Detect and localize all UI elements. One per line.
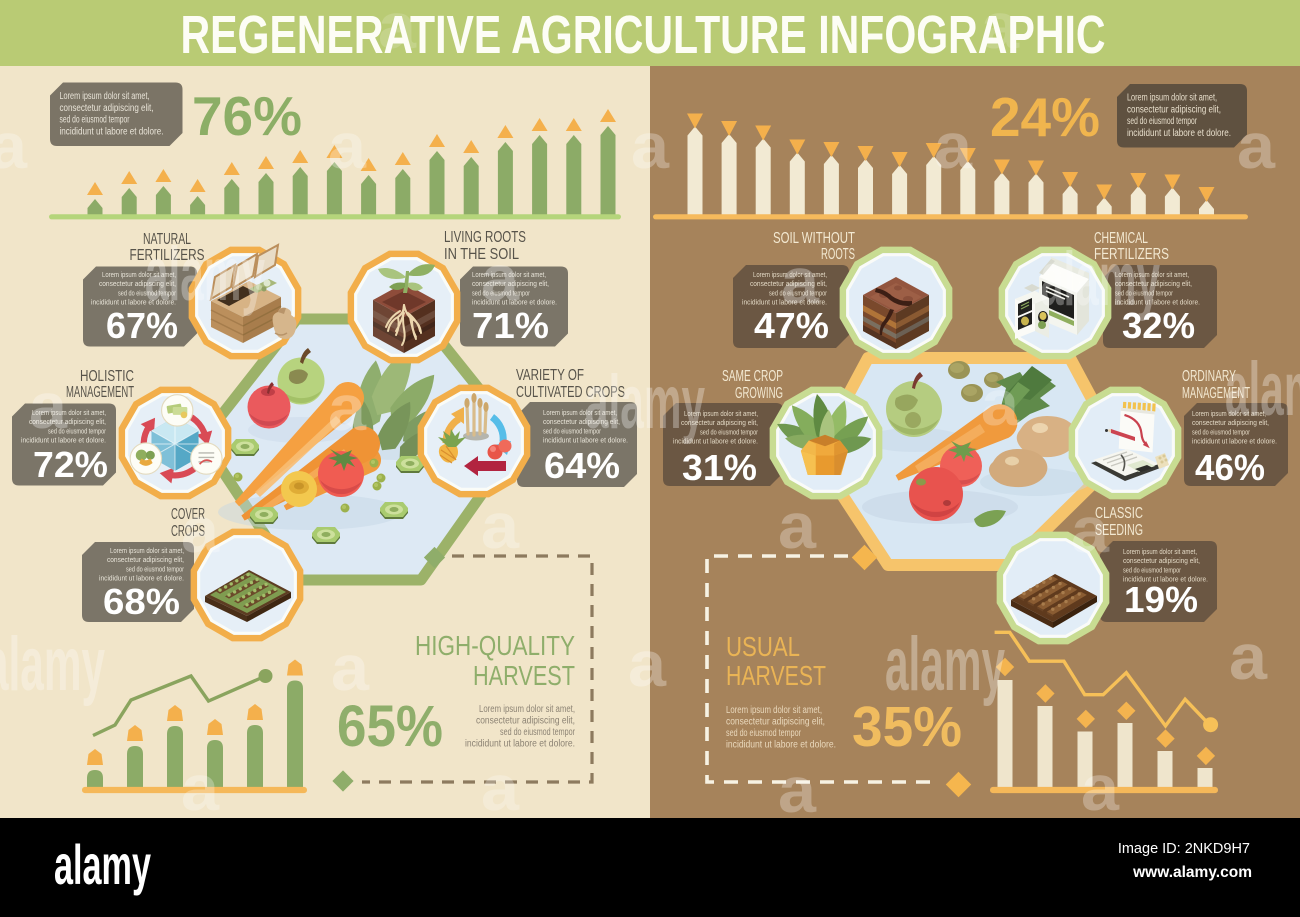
svg-text:35%: 35% [852, 695, 962, 759]
svg-text:REGENERATIVE AGRICULTURE INFOG: REGENERATIVE AGRICULTURE INFOGRAPHIC [181, 5, 1106, 65]
svg-text:32%: 32% [1122, 305, 1195, 346]
svg-text:24%: 24% [990, 86, 1100, 148]
svg-text:Lorem ipsum dolor sit amet,con: Lorem ipsum dolor sit amet, consectetur a… [60, 91, 164, 137]
svg-text:HARVEST: HARVEST [726, 660, 826, 691]
svg-text:USUAL: USUAL [726, 631, 800, 662]
svg-text:31%: 31% [682, 447, 757, 488]
svg-text:a: a [481, 490, 519, 562]
svg-text:Lorem ipsum dolor sit amet,con: Lorem ipsum dolor sit amet, consectetur a… [465, 704, 575, 750]
svg-text:72%: 72% [33, 444, 108, 485]
svg-text:a: a [328, 110, 366, 182]
svg-text:alamy: alamy [1040, 237, 1160, 322]
svg-text:Lorem ipsum dolor sit amet,con: Lorem ipsum dolor sit amet, consectetur a… [1115, 270, 1200, 307]
svg-text:68%: 68% [103, 581, 180, 622]
svg-text:a: a [781, 245, 819, 317]
svg-text:Lorem ipsum dolor sit amet,con: Lorem ipsum dolor sit amet, consectetur a… [99, 546, 184, 583]
svg-text:a: a [1229, 621, 1267, 693]
svg-text:alamy: alamy [0, 622, 105, 707]
svg-text:HIGH-QUALITY: HIGH-QUALITY [415, 630, 575, 661]
svg-text:HARVEST: HARVEST [473, 660, 575, 691]
svg-text:a: a [1081, 752, 1119, 824]
svg-text:47%: 47% [754, 305, 829, 346]
svg-text:alamy: alamy [885, 622, 1005, 707]
svg-text:alamy: alamy [585, 360, 705, 445]
svg-text:a: a [628, 628, 666, 700]
svg-text:a: a [778, 490, 816, 562]
svg-text:a: a [481, 242, 519, 314]
svg-text:www.alamy.com: www.alamy.com [1132, 864, 1252, 881]
svg-text:Lorem ipsum dolor sit amet,con: Lorem ipsum dolor sit amet, consectetur a… [1127, 93, 1231, 139]
svg-text:64%: 64% [544, 445, 620, 486]
svg-text:a: a [0, 110, 27, 182]
svg-text:a: a [331, 632, 369, 704]
svg-text:a: a [934, 110, 972, 182]
svg-text:Lorem ipsum dolor sit amet,con: Lorem ipsum dolor sit amet, consectetur a… [91, 270, 176, 307]
svg-text:a: a [631, 110, 669, 182]
svg-text:Lorem ipsum dolor sit amet,con: Lorem ipsum dolor sit amet, consectetur a… [1123, 547, 1208, 584]
svg-text:Lorem ipsum dolor sit amet,con: Lorem ipsum dolor sit amet, consectetur a… [472, 270, 557, 307]
svg-text:19%: 19% [1124, 579, 1198, 620]
svg-text:a: a [981, 0, 1019, 62]
svg-text:a: a [181, 752, 219, 824]
svg-text:a: a [29, 370, 67, 442]
svg-text:Lorem ipsum dolor sit amet,con: Lorem ipsum dolor sit amet, consectetur a… [726, 705, 836, 751]
svg-text:alamy: alamy [54, 833, 151, 896]
svg-text:a: a [1237, 110, 1275, 182]
svg-text:65%: 65% [337, 694, 443, 759]
svg-text:Lorem ipsum dolor sit amet,con: Lorem ipsum dolor sit amet, consectetur a… [21, 408, 106, 445]
svg-text:alamy: alamy [145, 232, 265, 317]
svg-text:a: a [778, 754, 816, 826]
svg-text:71%: 71% [472, 305, 549, 346]
svg-text:67%: 67% [106, 305, 178, 346]
svg-text:a: a [1071, 494, 1109, 566]
svg-text:46%: 46% [1195, 447, 1265, 488]
svg-text:76%: 76% [192, 85, 302, 147]
svg-text:a: a [981, 367, 1019, 439]
svg-text:Lorem ipsum dolor sit amet,con: Lorem ipsum dolor sit amet, consectetur a… [673, 409, 758, 446]
svg-text:a: a [328, 372, 366, 444]
svg-text:a: a [378, 0, 416, 62]
svg-text:alamy: alamy [1225, 347, 1300, 432]
svg-text:Lorem ipsum dolor sit amet,con: Lorem ipsum dolor sit amet, consectetur a… [1192, 409, 1277, 446]
svg-text:Lorem ipsum dolor sit amet,con: Lorem ipsum dolor sit amet, consectetur a… [543, 408, 628, 445]
svg-text:Lorem ipsum dolor sit amet,con: Lorem ipsum dolor sit amet, consectetur a… [742, 270, 827, 307]
svg-text:a: a [181, 494, 219, 566]
svg-text:Image ID: 2NKD9H7: Image ID: 2NKD9H7 [1118, 841, 1250, 857]
svg-text:a: a [481, 752, 519, 824]
